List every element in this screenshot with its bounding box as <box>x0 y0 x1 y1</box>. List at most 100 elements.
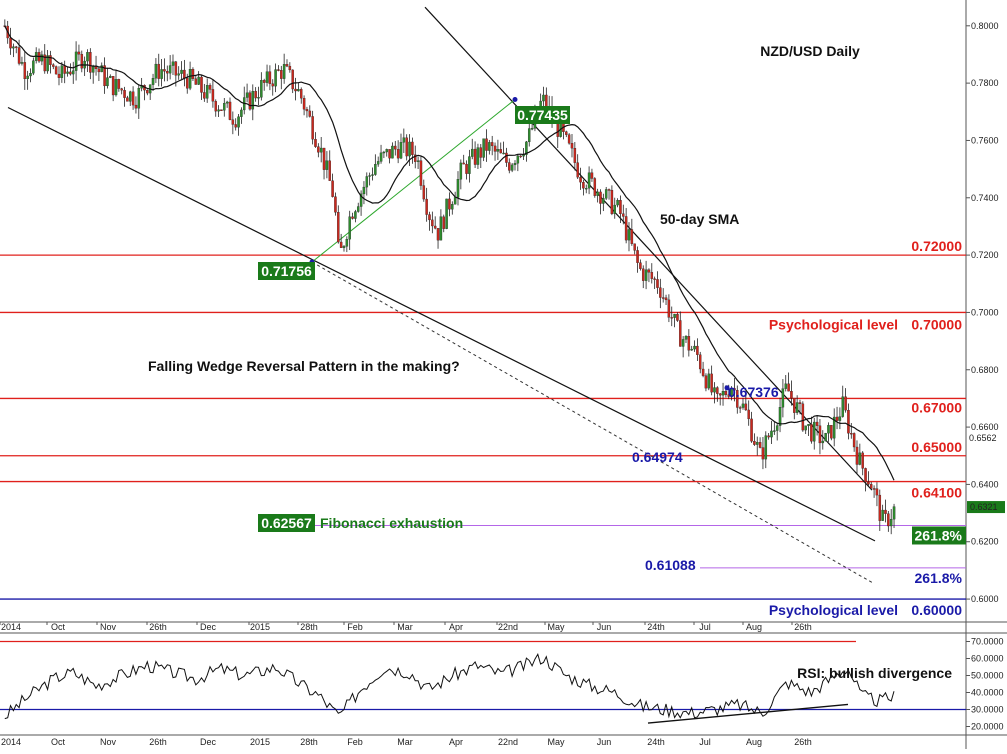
candle-body <box>698 354 702 370</box>
candle-body <box>294 88 297 92</box>
candle-body <box>302 98 306 110</box>
rsi-y-tick-label: 30.0000 <box>971 705 1004 715</box>
rsi-x-tick-label: Nov <box>100 737 117 747</box>
candle-body <box>17 47 21 64</box>
candle-body <box>436 228 440 241</box>
candle-body <box>773 430 776 432</box>
candle-body <box>277 69 280 71</box>
x-tick-label: 22nd <box>498 622 518 632</box>
rsi-x-tick-label: 26th <box>149 737 167 747</box>
candle-body <box>499 149 502 154</box>
candle-body <box>20 62 24 64</box>
rsi-y-tick-label: 70.0000 <box>971 637 1004 647</box>
level-label-0.65000: 0.65000 <box>911 439 962 455</box>
candle-body <box>376 161 380 165</box>
candle-body <box>693 345 696 350</box>
candle-body <box>869 484 873 489</box>
candle-body <box>513 163 517 166</box>
level-label-0.64100: 0.64100 <box>911 485 962 501</box>
candle-body <box>43 54 46 72</box>
candle-body <box>109 76 112 78</box>
x-tick-label: 26th <box>794 622 812 632</box>
candle-body <box>590 172 594 179</box>
candle-body <box>120 88 123 91</box>
candle-body <box>610 189 614 214</box>
rsi-line <box>4 653 895 720</box>
candle-body <box>260 80 263 98</box>
candle-body <box>892 506 896 520</box>
candle-body <box>371 174 374 176</box>
candle-body <box>240 109 243 117</box>
current-price-label: 0.6321 <box>970 502 998 512</box>
candle-body <box>146 89 149 94</box>
candle-body <box>470 148 474 157</box>
candle-body <box>271 83 274 87</box>
candle-body <box>676 314 679 321</box>
candle-body <box>647 269 651 273</box>
candle-body <box>619 200 622 214</box>
candle-body <box>74 51 78 71</box>
candle-body <box>54 66 58 75</box>
candle-body <box>137 88 141 109</box>
candle-body <box>12 46 15 49</box>
candle-body <box>824 433 827 442</box>
candle-body <box>519 155 522 158</box>
psychological-level-blue-label: Psychological level <box>769 602 898 618</box>
candle-body <box>280 70 283 79</box>
candle-body <box>223 103 226 111</box>
rsi-x-tick-label: Aug <box>746 737 762 747</box>
candle-body <box>66 71 69 74</box>
x-tick-label: 2014 <box>1 622 21 632</box>
y-tick-label: 0.7400 <box>971 193 999 203</box>
candle-body <box>510 164 514 171</box>
candle-body <box>442 216 445 229</box>
y-tick-label: 0.7200 <box>971 250 999 260</box>
candle-body <box>14 46 18 48</box>
x-tick-label: May <box>547 622 565 632</box>
fib-swing-line <box>311 99 516 263</box>
candle-body <box>205 85 209 99</box>
candle-body <box>716 387 719 394</box>
candle-body <box>738 407 742 409</box>
wedge-upper-trendline <box>424 6 873 491</box>
candle-body <box>761 447 765 460</box>
rsi-x-tick-label: May <box>547 737 565 747</box>
y-tick-label: 0.7800 <box>971 78 999 88</box>
candle-body <box>844 396 847 411</box>
level-label-0.72000: 0.72000 <box>911 238 962 254</box>
candle-body <box>576 162 579 178</box>
candle-body <box>126 97 129 102</box>
candle-body <box>841 396 844 417</box>
candle-body <box>630 229 634 244</box>
candle-body <box>245 92 249 98</box>
candle-body <box>565 131 568 135</box>
x-tick-label: Jul <box>699 622 711 632</box>
rsi-divergence-trendline <box>647 703 849 724</box>
candle-body <box>237 116 240 128</box>
candle-body <box>368 175 371 177</box>
candle-body <box>402 137 406 143</box>
candle-body <box>382 151 386 154</box>
candle-body <box>291 69 294 90</box>
candle-body <box>767 435 770 438</box>
candle-body <box>639 262 642 269</box>
high-price-box <box>515 106 570 124</box>
candle-body <box>850 433 853 435</box>
rsi-x-tick-label: Jun <box>597 737 612 747</box>
candle-body <box>431 219 434 227</box>
y-tick-label: 0.7000 <box>971 307 999 317</box>
candle-body <box>231 119 235 125</box>
swing-high-marker <box>512 96 518 102</box>
candle-body <box>342 246 346 248</box>
candle-body <box>185 77 189 89</box>
rsi-y-tick-label: 50.0000 <box>971 671 1004 681</box>
candle-body <box>299 89 303 99</box>
candle-body <box>388 149 391 159</box>
chart-title: NZD/USD Daily <box>760 43 860 59</box>
candle-body <box>884 509 887 514</box>
candle-body <box>733 388 736 391</box>
candle-body <box>89 52 92 73</box>
candle-body <box>217 109 220 112</box>
candle-body <box>174 61 178 76</box>
x-tick-label: Oct <box>51 622 66 632</box>
